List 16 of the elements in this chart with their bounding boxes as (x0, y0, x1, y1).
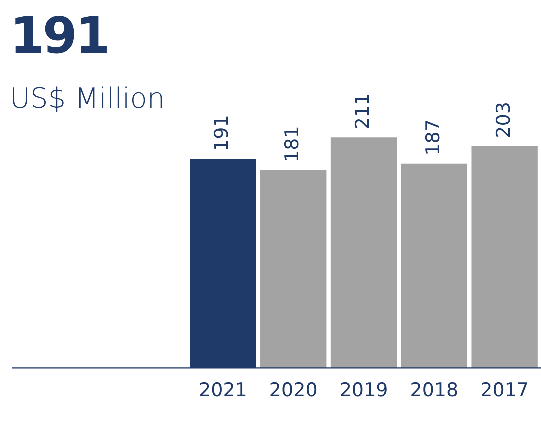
data-label: 191 (211, 115, 234, 152)
bar (260, 170, 327, 368)
chart-title: 191 (10, 6, 108, 66)
x-tick-label: 2020 (269, 380, 318, 402)
chart-subtitle: US$ Million (10, 82, 166, 115)
x-tick-label: 2019 (340, 380, 388, 402)
x-tick-label: 2018 (410, 380, 459, 402)
bar (472, 146, 538, 368)
data-label: 181 (282, 126, 304, 162)
data-label: 211 (352, 93, 374, 130)
data-label: 203 (492, 102, 515, 138)
x-tick-label: 2017 (480, 380, 530, 402)
x-tick-label: 2021 (199, 380, 248, 402)
bar (401, 164, 468, 368)
bar (330, 138, 398, 368)
data-label: 187 (422, 120, 444, 156)
